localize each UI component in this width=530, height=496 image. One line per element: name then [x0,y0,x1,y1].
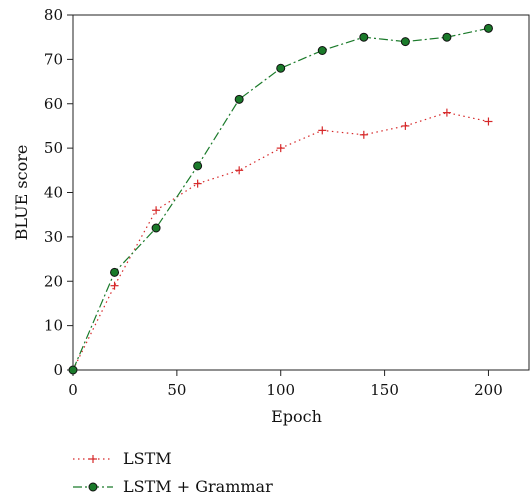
y-tick-label: 60 [44,95,63,113]
series-1-point [277,144,285,152]
series-2-point [443,33,451,41]
legend: LSTM LSTM + Grammar [73,449,273,496]
series-2-point [484,24,492,32]
legend-item-2-label: LSTM + Grammar [123,477,273,496]
series-1-point [401,122,409,130]
series-2-point [360,33,368,41]
legend-item-1-marker [89,455,97,463]
y-tick-label: 70 [44,50,63,68]
y-tick-label: 10 [44,317,63,335]
series-1-point [443,109,451,117]
plot-frame [73,15,529,370]
series-2-point [111,268,119,276]
x-tick-label: 50 [167,381,186,399]
legend-item-1: LSTM [73,449,172,468]
series-2-point [401,38,409,46]
series-layer [69,24,492,374]
x-axis-label: Epoch [271,407,322,426]
x-tick-label: 100 [266,381,295,399]
plot-area [73,15,529,370]
y-tick-label: 30 [44,228,63,246]
y-tick-label: 20 [44,272,63,290]
series-2-point [194,162,202,170]
y-tick-label: 50 [44,139,63,157]
series-2-point [235,95,243,103]
series-1-point [111,282,119,290]
y-tick-label: 40 [44,184,63,202]
series-1-point [318,126,326,134]
series-1 [69,109,492,374]
series-2-point [152,224,160,232]
x-tick-label: 200 [474,381,503,399]
y-axis-label: BLUE score [12,145,31,241]
x-tick-label: 0 [68,381,78,399]
legend-item-2: LSTM + Grammar [73,477,273,496]
series-1-point [194,180,202,188]
series-2-point [277,64,285,72]
series-2-point [318,47,326,55]
series-1-point [484,118,492,126]
series-2-line [73,28,488,370]
series-2 [69,24,492,374]
legend-item-1-label: LSTM [123,449,172,468]
y-tick-label: 80 [44,6,63,24]
series-1-point [152,206,160,214]
series-2-point [69,366,77,374]
x-axis: 0 50 100 150 200 [68,370,503,399]
y-axis: 0 10 20 30 40 50 60 70 80 [44,6,73,379]
y-tick-label: 0 [53,361,63,379]
legend-item-2-marker [89,483,97,491]
series-1-point [235,166,243,174]
x-tick-label: 150 [370,381,399,399]
series-1-point [360,131,368,139]
